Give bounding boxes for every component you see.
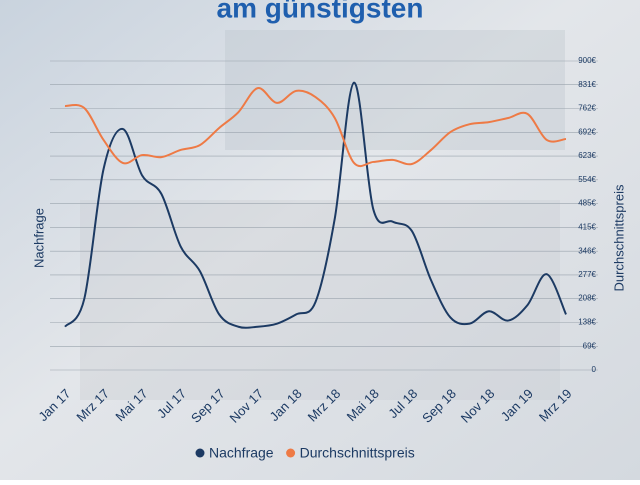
y2-tick-label: 69€ <box>583 341 597 350</box>
y2-tick-label: 138€ <box>578 318 596 327</box>
y2-tick-label: 0 <box>592 365 597 374</box>
y-axis-label: Nachfrage <box>31 208 46 268</box>
y2-tick-label: 554€ <box>578 175 596 184</box>
y2-tick-label: 623€ <box>578 151 596 160</box>
series-line <box>64 81 567 329</box>
y2-tick-label: 346€ <box>578 246 596 255</box>
y2-tick-label: 485€ <box>578 199 596 208</box>
y2-tick-label: 692€ <box>578 128 596 137</box>
y2-tick-label: 415€ <box>578 223 596 232</box>
series-line <box>64 87 567 167</box>
legend-marker <box>195 448 205 458</box>
y2-tick-label: 208€ <box>578 294 596 303</box>
y2-axis-label: Durchschnittspreis <box>611 184 626 291</box>
legend-marker <box>286 448 296 458</box>
y2-tick-label: 762€ <box>578 103 596 112</box>
legend-label: Nachfrage <box>209 445 274 461</box>
background-shape <box>80 200 560 400</box>
background-shape <box>225 30 565 150</box>
y2-tick-label: 277€ <box>578 270 596 279</box>
legend-label: Durchschnittspreis <box>300 445 415 461</box>
chart-title: am günstigsten <box>217 0 424 23</box>
y2-tick-label: 831€ <box>578 80 596 89</box>
y2-tick-label: 900€ <box>578 56 596 65</box>
